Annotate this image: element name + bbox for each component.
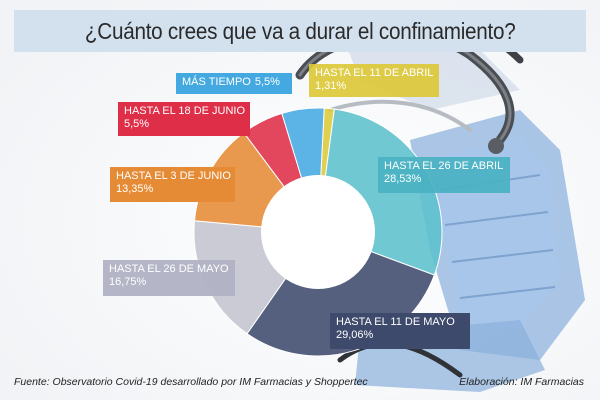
label-hasta-11-abril: HASTA EL 11 DE ABRIL 1,31% [309, 64, 439, 97]
label-hasta-26-abril: HASTA EL 26 DE ABRIL 28,53% [378, 157, 510, 193]
title-banner: ¿Cuánto crees que va a durar el confinam… [14, 10, 586, 52]
label-value: 28,53% [384, 173, 422, 185]
chart-title: ¿Cuánto crees que va a durar el confinam… [84, 17, 516, 44]
label-text: MÁS TIEMPO [182, 76, 251, 88]
label-value: 5,5% [124, 118, 150, 130]
label-value: 16,75% [109, 276, 147, 288]
label-mas-tiempo: MÁS TIEMPO 5,5% [176, 73, 292, 94]
donut-hole [261, 175, 375, 289]
label-value: 13,35% [116, 183, 154, 195]
credit-note: Elaboración: IM Farmacias [459, 376, 584, 388]
label-text: HASTA EL 11 DE MAYO [336, 316, 455, 328]
label-hasta-26-mayo: HASTA EL 26 DE MAYO 16,75% [103, 260, 235, 296]
label-text: HASTA EL 26 DE MAYO [109, 263, 229, 275]
label-text: HASTA EL 11 DE ABRIL [315, 67, 434, 79]
label-text: HASTA EL 26 DE ABRIL [384, 160, 504, 172]
label-hasta-11-mayo: HASTA EL 11 DE MAYO 29,06% [330, 313, 470, 349]
label-hasta-18-junio: HASTA EL 18 DE JUNIO 5,5% [118, 102, 250, 136]
label-value: 29,06% [336, 329, 374, 341]
label-value: 5,5% [254, 76, 280, 88]
label-value: 1,31% [315, 80, 347, 92]
label-hasta-3-junio: HASTA EL 3 DE JUNIO 13,35% [110, 167, 235, 202]
label-text: HASTA EL 18 DE JUNIO [124, 105, 246, 117]
source-note: Fuente: Observatorio Covid-19 desarrolla… [14, 376, 368, 388]
label-text: HASTA EL 3 DE JUNIO [116, 170, 231, 182]
